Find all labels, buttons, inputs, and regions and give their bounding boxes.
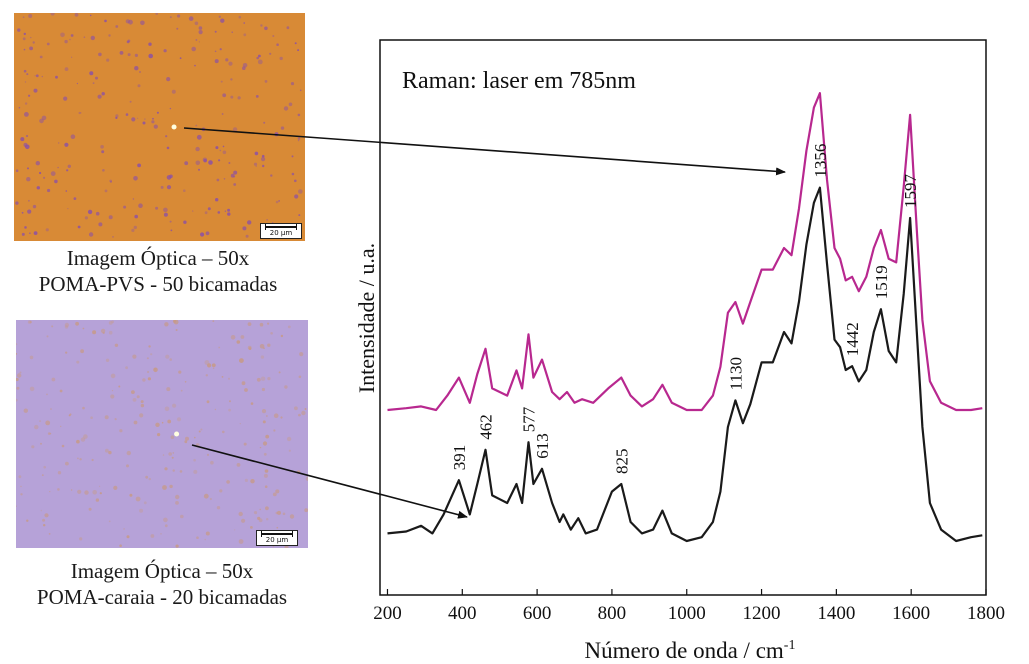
x-tick-label: 800: [598, 603, 627, 624]
x-tick-label: 600: [523, 603, 552, 624]
caption-pvs: Imagem Óptica – 50x POMA-PVS - 50 bicama…: [0, 245, 328, 297]
scale-bar-pvs: 20 µm: [260, 223, 302, 239]
caption-caraia: Imagem Óptica – 50x POMA-caraia - 20 bic…: [0, 558, 332, 610]
micrograph-caraia: [16, 320, 308, 548]
caption-line-1: Imagem Óptica – 50x: [66, 246, 250, 270]
series-line-poma-caraia: [387, 92, 983, 412]
caption-line-1: Imagem Óptica – 50x: [70, 559, 254, 583]
x-tick-label: 1600: [892, 603, 930, 624]
x-tick-label: 1000: [668, 603, 706, 624]
caption-line-2: POMA-PVS - 50 bicamadas: [38, 272, 278, 296]
x-tick-label: 1800: [967, 603, 1005, 624]
peak-label: 613: [533, 433, 552, 459]
series-line-poma-pvs: [387, 186, 983, 543]
peak-label: 1442: [843, 322, 862, 356]
caption-line-2: POMA-caraia - 20 bicamadas: [36, 585, 288, 609]
x-tick-label: 1200: [743, 603, 781, 624]
scale-bar-label: 20 µm: [265, 536, 289, 544]
x-axis-label-sup: -1: [784, 638, 796, 653]
plot-frame: [379, 39, 987, 596]
optical-image-pvs: 20 µm: [14, 13, 305, 241]
scale-bar-label: 20 µm: [269, 229, 293, 237]
x-tick-label: 1400: [817, 603, 855, 624]
x-axis-label: Número de onda / cm-1: [585, 638, 796, 663]
micrograph-pvs: [14, 13, 305, 241]
peak-label: 577: [520, 406, 539, 432]
arrow-pvs: [183, 127, 786, 176]
peak-label: 1356: [811, 144, 830, 178]
y-axis-label: Intensidade / u.a.: [354, 243, 379, 393]
peak-label: 1597: [901, 174, 920, 209]
chart-annotation: Raman: laser em 785nm: [402, 68, 636, 94]
optical-image-caraia: 20 µm: [16, 320, 308, 548]
peak-label: 1519: [872, 265, 891, 299]
x-tick-label: 400: [448, 603, 477, 624]
x-tick-label: 200: [373, 603, 402, 624]
peak-label: 391: [450, 445, 469, 471]
x-axis-label-main: Número de onda / cm: [585, 638, 784, 663]
arrow-caraia: [191, 444, 468, 519]
peak-label: 825: [612, 449, 631, 475]
scale-bar-caraia: 20 µm: [256, 530, 298, 546]
peak-label: 462: [477, 414, 496, 440]
peak-label: 1130: [726, 357, 745, 390]
